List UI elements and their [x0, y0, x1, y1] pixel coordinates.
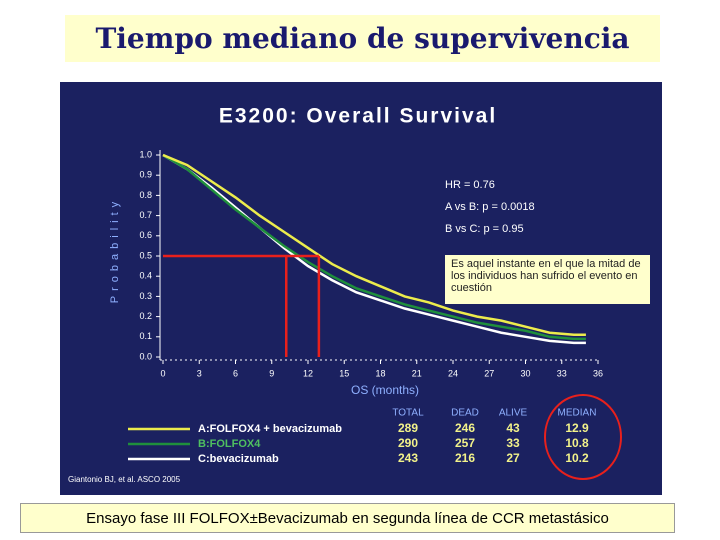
table-cell: 43 — [506, 421, 520, 435]
annotation: HR = 0.76 — [445, 179, 495, 191]
x-tick-label: 30 — [520, 368, 530, 378]
x-tick-label: 18 — [375, 368, 385, 378]
y-tick-label: 0.0 — [139, 351, 152, 361]
annotation: B vs C: p = 0.95 — [445, 223, 524, 235]
annotation: A vs B: p = 0.0018 — [445, 201, 535, 213]
highlight-circle — [544, 394, 622, 480]
table-cell: 12.9 — [565, 421, 589, 435]
table-cell: 246 — [455, 421, 475, 435]
survival-line — [162, 153, 586, 337]
table-header: MEDIAN — [558, 408, 597, 419]
table-header: ALIVE — [499, 408, 528, 419]
slide-footer: Ensayo fase III FOLFOX±Bevacizumab en se… — [20, 503, 675, 533]
x-tick-label: 15 — [339, 368, 349, 378]
table-cell: 10.2 — [565, 451, 589, 465]
slide-title: Tiempo mediano de supervivencia — [65, 15, 660, 62]
table-cell: 27 — [506, 451, 520, 465]
x-axis-label: OS (months) — [351, 383, 419, 397]
chart-title: E3200: Overall Survival — [219, 105, 497, 128]
table-cell: 289 — [398, 421, 418, 435]
legend-label: C:bevacizumab — [198, 453, 279, 465]
y-tick-label: 0.7 — [139, 210, 152, 220]
legend-label: A:FOLFOX4 + bevacizumab — [198, 423, 342, 435]
table-cell: 33 — [506, 436, 520, 450]
y-tick-label: 0.9 — [139, 170, 152, 180]
y-tick-label: 0.2 — [139, 311, 152, 321]
y-tick-label: 1.0 — [139, 149, 152, 159]
table-cell: 243 — [398, 451, 418, 465]
survival-line — [162, 153, 586, 345]
x-tick-label: 33 — [557, 368, 567, 378]
x-tick-label: 9 — [269, 368, 274, 378]
legend-label: B:FOLFOX4 — [198, 438, 261, 450]
table-cell: 257 — [455, 436, 475, 450]
table-header: TOTAL — [392, 408, 424, 419]
y-tick-label: 0.4 — [139, 271, 152, 281]
x-tick-label: 36 — [593, 368, 603, 378]
y-tick-label: 0.6 — [139, 230, 152, 240]
note-box: Es aquel instante en el que la mitad de … — [445, 255, 650, 304]
x-tick-label: 0 — [160, 368, 165, 378]
y-tick-label: 0.8 — [139, 190, 152, 200]
table-header: DEAD — [451, 408, 479, 419]
table-cell: 10.8 — [565, 436, 589, 450]
x-tick-label: 12 — [303, 368, 313, 378]
y-tick-label: 0.1 — [139, 331, 152, 341]
x-tick-label: 24 — [448, 368, 458, 378]
table-cell: 290 — [398, 436, 418, 450]
x-tick-label: 3 — [197, 368, 202, 378]
y-tick-label: 0.3 — [139, 291, 152, 301]
y-axis-label: Probability — [109, 197, 121, 303]
x-tick-label: 27 — [484, 368, 494, 378]
x-tick-label: 21 — [412, 368, 422, 378]
table-cell: 216 — [455, 451, 475, 465]
source: Giantonio BJ, et al. ASCO 2005 — [68, 475, 181, 484]
y-tick-label: 0.5 — [139, 250, 152, 260]
x-tick-label: 6 — [233, 368, 238, 378]
survival-line — [162, 153, 586, 341]
